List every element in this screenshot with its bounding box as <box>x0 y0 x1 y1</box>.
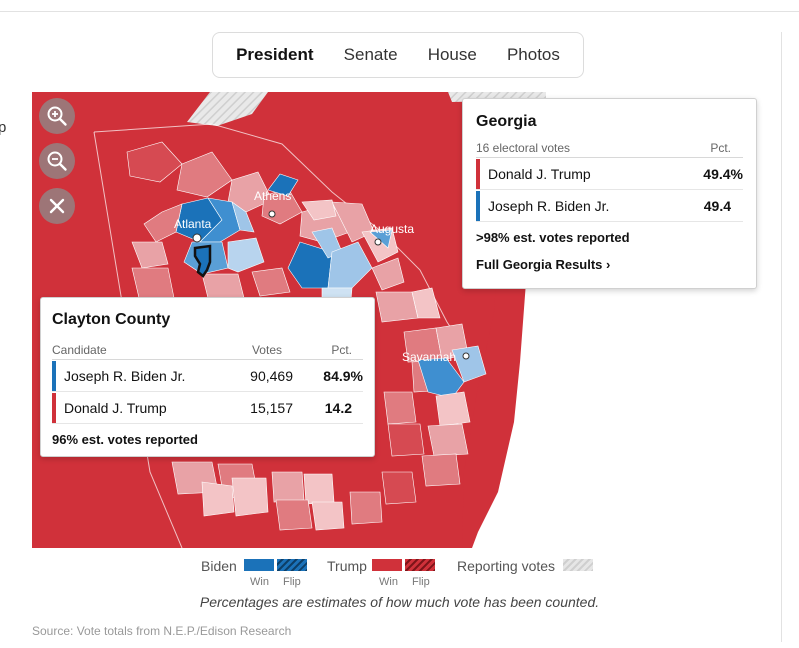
ocean <box>472 282 546 548</box>
athens-marker <box>268 210 276 218</box>
candidate-name: Donald J. Trump <box>64 399 167 416</box>
legend-biden-flip-swatch <box>277 559 307 571</box>
zoom-out-icon <box>47 151 67 171</box>
full-results-link[interactable]: Full Georgia Results › <box>476 257 611 272</box>
candidate-name: Joseph R. Biden Jr. <box>64 367 186 384</box>
zoom-in-icon <box>47 106 67 126</box>
legend-reporting-swatch <box>563 559 593 571</box>
county-shading <box>126 141 487 531</box>
tab-president[interactable]: President <box>236 45 314 64</box>
party-color-bar <box>476 158 480 189</box>
legend-trump-label: Trump <box>327 558 367 574</box>
candidate-votes: 90,469 <box>250 367 293 384</box>
legend-trump-win: Win <box>379 576 398 588</box>
reporting-area <box>187 92 268 126</box>
candidate-header: Candidate <box>52 343 107 357</box>
county-row-biden: Joseph R. Biden Jr. 90,469 84.9% <box>52 360 363 392</box>
atlanta-marker <box>192 233 202 243</box>
city-label-savannah: Savannah <box>402 350 456 364</box>
votes-header: Votes <box>251 343 282 357</box>
pct-header: Pct. <box>710 141 731 155</box>
candidate-pct: 49.4% <box>703 165 743 182</box>
top-divider <box>0 11 799 12</box>
candidate-votes: 15,157 <box>250 399 293 416</box>
state-reported: >98% est. votes reported <box>476 230 630 245</box>
city-label-atlanta: Atlanta <box>174 217 212 231</box>
tab-senate[interactable]: Senate <box>343 45 398 64</box>
county-row-trump: Donald J. Trump 15,157 14.2 <box>52 392 363 424</box>
state-subhead: 16 electoral votes Pct. <box>476 141 743 158</box>
savannah-marker <box>462 352 470 360</box>
legend-reporting-label: Reporting votes <box>457 558 556 574</box>
state-title: Georgia <box>476 113 537 130</box>
legend-biden-label: Biden <box>201 558 237 574</box>
party-color-bar <box>52 392 56 423</box>
legend-trump-flip-swatch <box>405 559 435 571</box>
reset-map-button[interactable] <box>39 188 75 224</box>
state-row-trump: Donald J. Trump 49.4% <box>476 158 743 190</box>
border-line <box>93 131 183 548</box>
augusta-marker <box>374 238 382 246</box>
close-icon <box>49 198 65 214</box>
state-results-panel: Georgia 16 electoral votes Pct. Donald J… <box>462 98 757 289</box>
legend-biden-win: Win <box>250 576 269 588</box>
candidate-name: Donald J. Trump <box>488 165 591 182</box>
pct-header: Pct. <box>331 343 352 357</box>
results-tabs: President Senate House Photos <box>212 32 584 78</box>
tab-house[interactable]: House <box>427 45 477 64</box>
candidate-pct: 84.9% <box>323 367 363 384</box>
legend-biden-win-swatch <box>244 559 274 571</box>
city-markers: Athens Atlanta Augusta Savannah <box>174 189 470 364</box>
zoom-out-button[interactable] <box>39 143 75 179</box>
county-reported: 96% est. votes reported <box>52 432 198 447</box>
county-results-panel: Clayton County Candidate Votes Pct. Jose… <box>40 297 375 457</box>
tab-photos[interactable]: Photos <box>506 45 560 64</box>
state-row-biden: Joseph R. Biden Jr. 49.4 <box>476 190 743 222</box>
map-caption: Percentages are estimates of how much vo… <box>199 594 600 610</box>
map-legend: Biden Win Flip Trump Win Flip Reporting … <box>0 556 799 588</box>
clayton-county-highlight[interactable] <box>193 244 212 278</box>
party-color-bar <box>476 190 480 221</box>
candidate-name: Joseph R. Biden Jr. <box>488 197 610 214</box>
candidate-pct: 14.2 <box>324 399 352 416</box>
city-label-athens: Athens <box>254 189 291 203</box>
zoom-in-button[interactable] <box>39 98 75 134</box>
county-title: Clayton County <box>52 311 171 328</box>
county-subhead: Candidate Votes Pct. <box>52 343 363 360</box>
source-note: Source: Vote totals from N.E.P./Edison R… <box>32 624 292 638</box>
candidate-pct: 49.4 <box>703 197 731 214</box>
legend-biden-flip: Flip <box>283 576 301 588</box>
legend-trump-flip: Flip <box>412 576 430 588</box>
right-divider <box>781 32 782 642</box>
city-label-augusta: Augusta <box>370 222 414 236</box>
clipped-text: p <box>0 119 7 136</box>
party-color-bar <box>52 360 56 391</box>
legend-trump-win-swatch <box>372 559 402 571</box>
electoral-votes: 16 electoral votes <box>476 141 571 155</box>
